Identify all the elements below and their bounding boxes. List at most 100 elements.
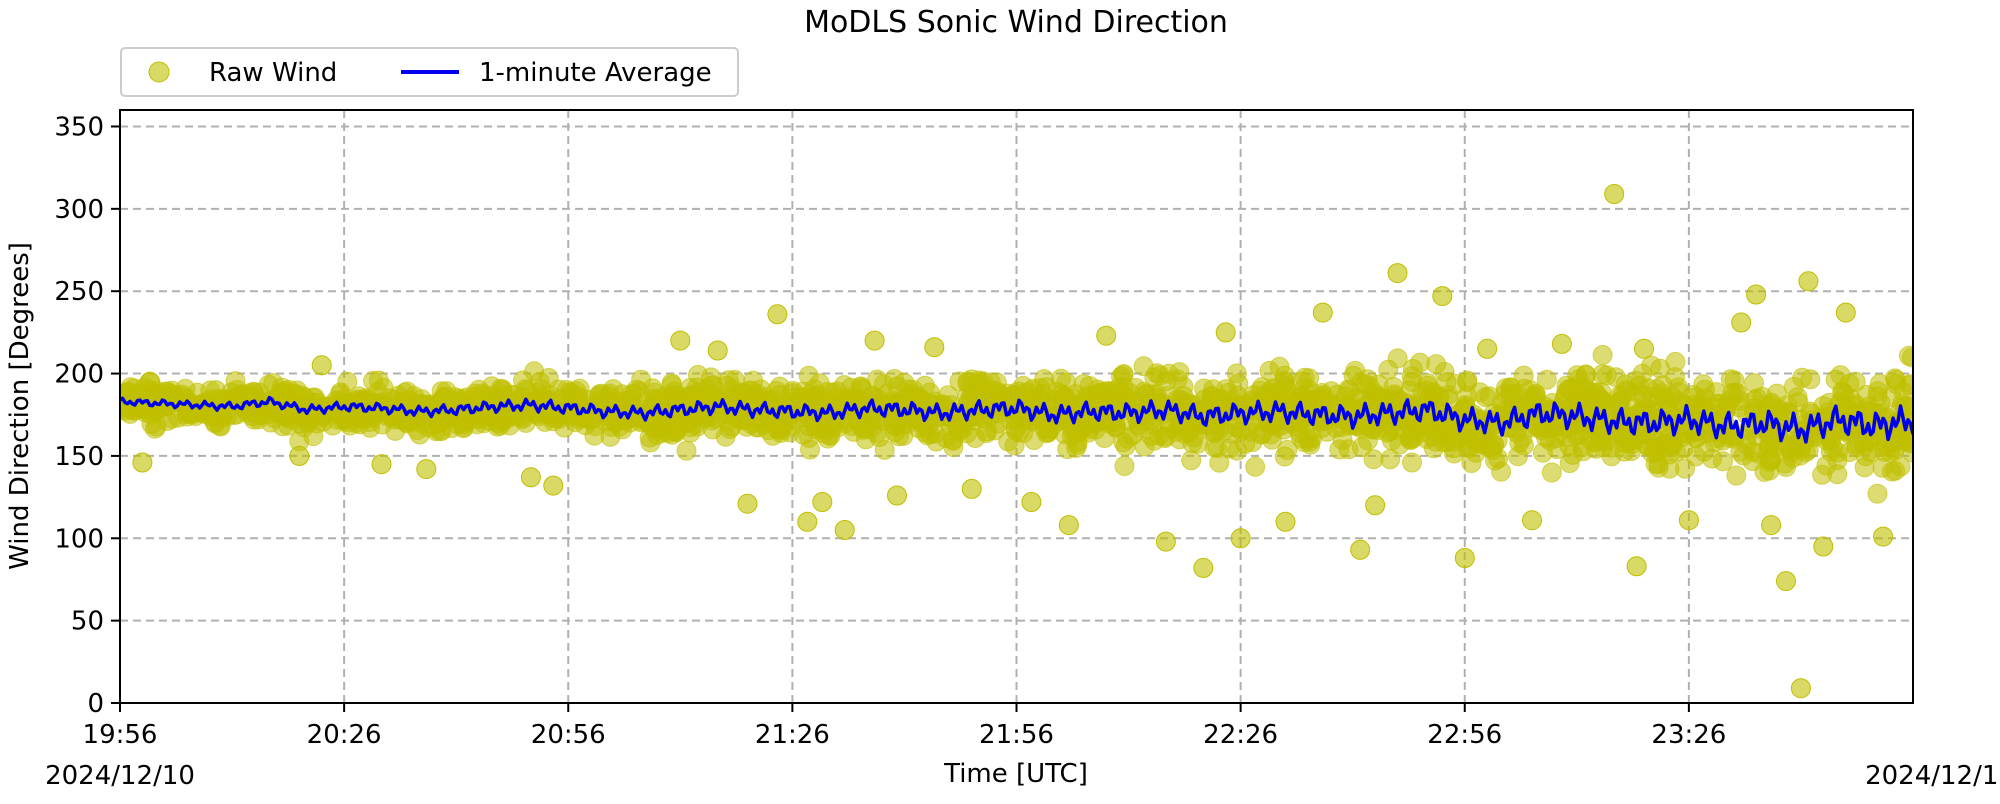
raw-wind-sample [515, 379, 536, 400]
raw-wind-point [1058, 515, 1079, 536]
chart-title: MoDLS Sonic Wind Direction [804, 5, 1228, 40]
average-line [120, 395, 1913, 444]
raw-wind-sample [1413, 416, 1434, 437]
x-tick-label: 23:26 [1651, 720, 1726, 750]
raw-wind-sample [1854, 457, 1875, 478]
raw-wind-sample [1576, 365, 1597, 386]
average-line-layer [120, 395, 1913, 444]
raw-wind-point [1835, 302, 1856, 323]
raw-wind-sample [289, 413, 310, 434]
raw-wind-point [670, 330, 691, 351]
axes: 19:56 20:26 20:56 21:26 21:56 22:26 22:56 23:26… [54, 112, 1726, 750]
raw-wind-point [543, 475, 564, 496]
raw-wind-sample [210, 415, 230, 436]
raw-wind-sample [1460, 428, 1481, 449]
raw-wind-point [520, 467, 541, 488]
raw-wind-point [1798, 271, 1819, 292]
raw-wind-sample [718, 370, 739, 391]
raw-wind-point [1776, 571, 1796, 592]
raw-wind-point [834, 520, 855, 540]
raw-wind-point [1350, 539, 1371, 560]
raw-wind-sample [631, 369, 652, 390]
legend: Raw Wind 1-minute Average [120, 47, 739, 97]
raw-wind-sample [949, 371, 970, 392]
raw-wind-sample [161, 380, 182, 401]
raw-wind-sample [1665, 367, 1685, 388]
raw-wind-sample [1178, 422, 1199, 443]
raw-wind-sample [1378, 359, 1399, 380]
raw-wind-point [1790, 678, 1811, 699]
raw-wind-sample [1788, 392, 1809, 413]
raw-wind-sample [1601, 446, 1622, 467]
raw-wind-point [1522, 510, 1542, 531]
raw-wind-point [1678, 510, 1699, 531]
raw-wind-sample [1013, 423, 1034, 443]
raw-wind-point [887, 485, 907, 506]
x-tick-label: 22:56 [1427, 720, 1502, 750]
date-end-label: 2024/12/10 [1865, 761, 2000, 791]
raw-wind-sample [1469, 382, 1490, 403]
raw-wind-sample [1686, 387, 1707, 408]
raw-wind-point [1477, 338, 1498, 359]
raw-wind-sample [1038, 422, 1059, 442]
raw-wind-sample [1541, 462, 1562, 483]
x-tick-label: 20:56 [531, 720, 606, 750]
y-tick-label: 50 [71, 607, 104, 637]
raw-wind-sample [651, 388, 672, 409]
raw-wind-sample [1429, 386, 1450, 407]
raw-wind-sample [1114, 456, 1135, 476]
x-tick-label: 22:26 [1203, 720, 1278, 750]
raw-wind-sample [1792, 367, 1813, 388]
raw-wind-sample [1055, 389, 1076, 409]
raw-wind-sample [1269, 356, 1290, 377]
raw-wind-sample [1752, 386, 1773, 407]
raw-wind-sample [1832, 381, 1853, 402]
raw-wind-sample [1338, 379, 1359, 400]
raw-wind-sample [584, 425, 605, 446]
raw-wind-point [1387, 263, 1408, 284]
raw-wind-sample [1508, 446, 1528, 467]
raw-wind-sample [1759, 451, 1780, 472]
raw-wind-sample [263, 373, 284, 393]
raw-wind-sample [1886, 374, 1907, 394]
raw-wind-sample [986, 372, 1007, 393]
raw-wind-sample [976, 423, 997, 444]
y-tick-label: 200 [54, 360, 104, 390]
raw-wind-sample [1144, 430, 1165, 451]
raw-wind-point [311, 355, 332, 376]
raw-wind-sample [1461, 453, 1482, 473]
raw-wind-sample [1795, 442, 1816, 463]
raw-wind-point [707, 340, 728, 361]
raw-wind-sample [1380, 449, 1401, 470]
raw-wind-sample [337, 371, 358, 392]
raw-wind-sample [258, 404, 278, 425]
y-axis-label: Wind Direction [Degrees] [5, 242, 35, 570]
raw-wind-sample [1881, 461, 1902, 482]
raw-wind-sample [1743, 441, 1763, 462]
raw-wind-sample [1827, 464, 1848, 485]
raw-wind-sample [798, 365, 819, 386]
x-tick-label: 19:56 [83, 720, 158, 750]
raw-wind-sample [1726, 465, 1747, 486]
raw-wind-sample [1820, 431, 1841, 452]
raw-wind-point [767, 304, 788, 325]
raw-wind-point [1275, 511, 1296, 532]
raw-wind-sample [938, 385, 959, 406]
raw-wind-sample [1536, 369, 1557, 390]
raw-wind-sample [1629, 375, 1649, 396]
raw-wind-point [924, 337, 945, 358]
raw-wind-point [289, 445, 310, 466]
raw-wind-sample [1013, 375, 1034, 396]
raw-wind-point [797, 511, 818, 532]
raw-wind-sample [1294, 367, 1315, 388]
raw-wind-point [139, 371, 160, 392]
raw-wind-sample [1867, 483, 1888, 504]
raw-wind-sample [1402, 359, 1423, 379]
y-tick-label: 150 [54, 442, 104, 472]
raw-wind-sample [1158, 363, 1179, 384]
raw-wind-sample [676, 440, 697, 461]
raw-wind-sample [1482, 439, 1503, 460]
raw-wind-sample [885, 422, 906, 443]
raw-wind-sample [769, 376, 790, 397]
